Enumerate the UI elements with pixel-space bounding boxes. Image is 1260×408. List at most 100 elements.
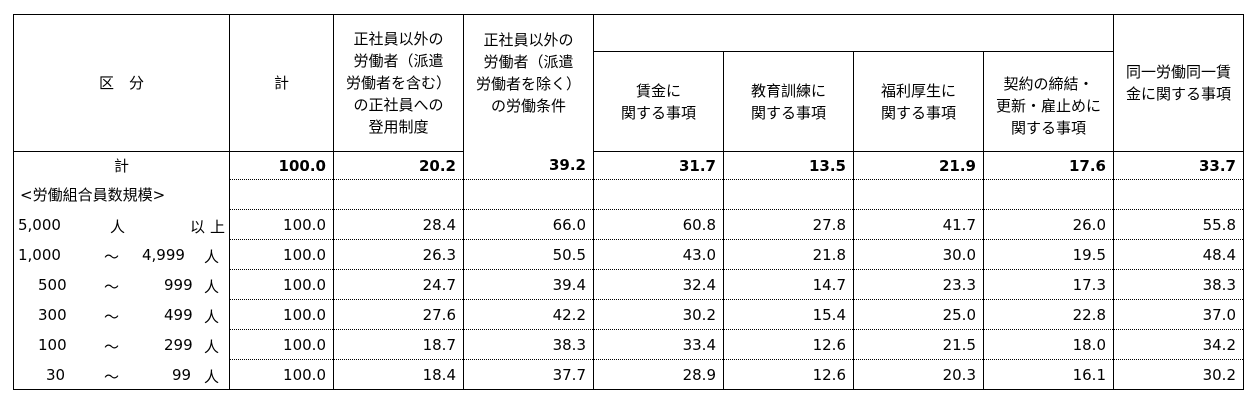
value-cell: 100.0 xyxy=(229,329,334,360)
value-cell: 26.3 xyxy=(333,239,464,270)
group-label-row: <労働組合員数規模> xyxy=(13,179,1244,210)
value-cell: 17.3 xyxy=(983,269,1114,300)
value-cell: 38.3 xyxy=(1113,269,1244,300)
value-cell: 37.7 xyxy=(463,359,594,390)
value-cell: 19.5 xyxy=(983,239,1114,270)
size-unit: 上 xyxy=(210,217,226,236)
empty-cell xyxy=(463,179,594,210)
size-to: 99 xyxy=(172,365,192,384)
header-contract: 契約の締結・ 更新・雇止めに 関する事項 xyxy=(983,51,1114,152)
table-row: 100 ～ 299 人 100.0 18.7 38.3 33.4 12.6 21… xyxy=(13,329,1244,360)
size-to: 299 xyxy=(164,335,193,354)
table-row: 300 ～ 499 人 100.0 27.6 42.2 30.2 15.4 25… xyxy=(13,299,1244,330)
empty-cell xyxy=(593,179,724,210)
size-from: 100 xyxy=(38,335,67,354)
size-from: 300 xyxy=(38,305,67,324)
value-cell: 48.4 xyxy=(1113,239,1244,270)
value-cell: 30.2 xyxy=(593,299,724,330)
row-label: 500 ～ 999 人 xyxy=(13,269,230,300)
size-from: 1,000 xyxy=(18,245,61,264)
value-cell: 27.6 xyxy=(333,299,464,330)
empty-cell xyxy=(983,179,1114,210)
header-promotion-system: 正社員以外の 労働者（派遣 労働者を含む） の正社員への 登用制度 xyxy=(333,14,464,152)
empty-cell xyxy=(853,179,984,210)
size-unit: 人 xyxy=(204,307,220,326)
value-cell: 18.7 xyxy=(333,329,464,360)
value-cell: 100.0 xyxy=(229,359,334,390)
value-cell: 100.0 xyxy=(229,209,334,240)
total-row-label: 計 xyxy=(13,151,230,180)
size-sep: ～ xyxy=(104,367,120,386)
total-cell: 39.2 xyxy=(463,151,594,180)
total-cell: 100.0 xyxy=(229,151,334,180)
size-unit: 人 xyxy=(204,247,220,266)
value-cell: 26.0 xyxy=(983,209,1114,240)
size-unit: 人 xyxy=(204,367,220,386)
total-cell: 17.6 xyxy=(983,151,1114,180)
size-unit: 人 xyxy=(204,277,220,296)
header-wages: 賃金に 関する事項 xyxy=(593,51,724,152)
value-cell: 50.5 xyxy=(463,239,594,270)
table-row: 30 ～ 99 人 100.0 18.4 37.7 28.9 12.6 20.3… xyxy=(13,359,1244,390)
total-cell: 21.9 xyxy=(853,151,984,180)
value-cell: 43.0 xyxy=(593,239,724,270)
value-cell: 28.9 xyxy=(593,359,724,390)
value-cell: 100.0 xyxy=(229,299,334,330)
value-cell: 25.0 xyxy=(853,299,984,330)
value-cell: 12.6 xyxy=(723,359,854,390)
size-from: 5,000 xyxy=(18,215,61,234)
total-row: 計 100.0 20.2 39.2 31.7 13.5 21.9 17.6 33… xyxy=(13,151,1244,180)
size-sep: 人 xyxy=(110,217,126,236)
value-cell: 12.6 xyxy=(723,329,854,360)
header-total: 計 xyxy=(229,14,334,152)
size-unit: 人 xyxy=(204,337,220,356)
value-cell: 18.4 xyxy=(333,359,464,390)
value-cell: 14.7 xyxy=(723,269,854,300)
value-cell: 27.8 xyxy=(723,209,854,240)
header-training: 教育訓練に 関する事項 xyxy=(723,51,854,152)
value-cell: 30.2 xyxy=(1113,359,1244,390)
total-cell: 20.2 xyxy=(333,151,464,180)
row-label: 5,000 人 以 上 xyxy=(13,209,230,240)
size-from: 500 xyxy=(38,275,67,294)
header-working-conditions: 正社員以外の 労働者（派遣 労働者を除く） の労働条件 xyxy=(463,14,594,152)
size-from: 30 xyxy=(46,365,66,384)
row-label: 100 ～ 299 人 xyxy=(13,329,230,360)
size-sep: ～ xyxy=(104,337,120,356)
size-sep: ～ xyxy=(104,277,120,296)
value-cell: 37.0 xyxy=(1113,299,1244,330)
value-cell: 55.8 xyxy=(1113,209,1244,240)
group-label: <労働組合員数規模> xyxy=(13,179,230,210)
total-cell: 33.7 xyxy=(1113,151,1244,180)
value-cell: 15.4 xyxy=(723,299,854,330)
value-cell: 66.0 xyxy=(463,209,594,240)
value-cell: 24.7 xyxy=(333,269,464,300)
row-label: 30 ～ 99 人 xyxy=(13,359,230,390)
value-cell: 38.3 xyxy=(463,329,594,360)
size-sep: ～ xyxy=(104,307,120,326)
value-cell: 22.8 xyxy=(983,299,1114,330)
empty-cell xyxy=(229,179,334,210)
value-cell: 42.2 xyxy=(463,299,594,330)
size-to: 499 xyxy=(164,305,193,324)
empty-cell xyxy=(333,179,464,210)
empty-cell xyxy=(1113,179,1244,210)
value-cell: 34.2 xyxy=(1113,329,1244,360)
value-cell: 28.4 xyxy=(333,209,464,240)
value-cell: 21.8 xyxy=(723,239,854,270)
total-cell: 13.5 xyxy=(723,151,854,180)
size-to: 以 xyxy=(190,217,206,236)
size-sep: ～ xyxy=(104,247,120,266)
value-cell: 60.8 xyxy=(593,209,724,240)
empty-cell xyxy=(723,179,854,210)
table-row: 500 ～ 999 人 100.0 24.7 39.4 32.4 14.7 23… xyxy=(13,269,1244,300)
survey-table: 区 分 計 正社員以外の 労働者（派遣 労働者を含む） の正社員への 登用制度 … xyxy=(13,14,1244,390)
value-cell: 100.0 xyxy=(229,269,334,300)
header-welfare: 福利厚生に 関する事項 xyxy=(853,51,984,152)
value-cell: 23.3 xyxy=(853,269,984,300)
value-cell: 33.4 xyxy=(593,329,724,360)
value-cell: 100.0 xyxy=(229,239,334,270)
value-cell: 20.3 xyxy=(853,359,984,390)
header-equal-pay: 同一労働同一賃 金に関する事項 xyxy=(1113,14,1244,152)
total-cell: 31.7 xyxy=(593,151,724,180)
